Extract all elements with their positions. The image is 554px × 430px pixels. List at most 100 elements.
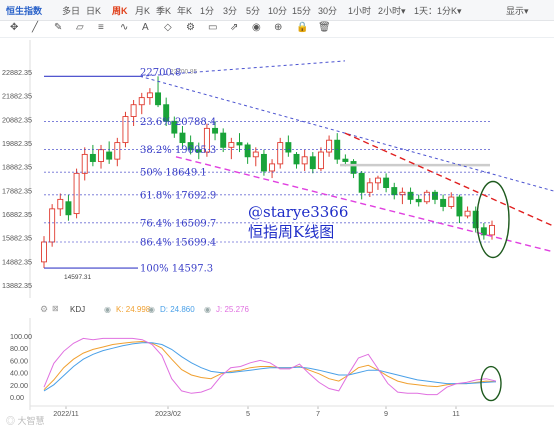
lock-icon[interactable]: 🔒 [296,22,309,33]
eye-icon[interactable]: ◉ [252,22,261,33]
j-value: J: 25.276 [216,305,249,314]
candle-body [155,92,162,106]
kdj-line-k [43,340,497,391]
candle [407,187,414,205]
tab-14[interactable]: 2小时▾ [378,6,406,16]
arrow-icon[interactable]: ⇗ [230,22,239,33]
candle [464,206,471,219]
pen-icon[interactable]: ✎ [54,22,63,33]
tab-12[interactable]: 30分 [318,6,338,16]
tab-2[interactable]: 日K [86,6,102,16]
candle [73,168,80,219]
candle [98,144,104,169]
candle [423,189,430,205]
candle [415,194,422,207]
candlestick-chart[interactable]: 22882.35 21882.35 20882.35 19882.35 18882.35… [0,38,554,300]
candle [187,135,194,155]
d-visibility-icon[interactable]: ◉ [148,305,155,314]
candle-body [464,210,471,217]
shape-icon[interactable]: ◇ [164,22,172,33]
candle-body [301,156,308,165]
x-tick-label: 5 [246,409,250,418]
path-icon[interactable]: ∿ [120,22,129,33]
candle-body [41,241,47,263]
candle [212,121,219,141]
fibonacci-icon[interactable]: ≡ [98,22,104,33]
display-menu[interactable]: 显示▾ [506,6,529,16]
candle-body [448,196,455,207]
kdj-highlight-circle [480,365,502,402]
y-tick-label: 15882.35 [2,234,32,243]
line-icon[interactable]: ╱ [32,22,39,33]
candle-body [326,139,333,153]
tab-1[interactable]: 多日 [62,6,81,16]
period-tab-bar: 恒生指数 多日 日K 周K 月K 季K 年K 1分 3分 5分 10分 15分 30分 1小时 2小时▾ 1天… [0,0,554,21]
kdj-indicator-chart[interactable]: 100.00 80.00 60.00 40.00 20.00 0.00 2022/11 202… [0,318,554,430]
candle [244,142,251,164]
candle [480,223,487,240]
tab-4[interactable]: 月K [135,6,151,16]
indicator-close-icon[interactable]: ⊠ [52,304,59,313]
move-icon[interactable]: ✥ [10,22,19,33]
candle-body [317,151,324,170]
candle [326,135,333,157]
candle-body [285,142,292,153]
candle-body [489,224,495,236]
symbol-name[interactable]: 恒生指数 [6,6,43,16]
fib-label: 50% 18649.1 [140,168,207,179]
candle [236,133,243,153]
tab-10[interactable]: 10分 [268,6,288,16]
y-tick-label: 17882.35 [2,186,32,195]
tab-7[interactable]: 1分 [200,6,215,16]
candle-body [358,172,365,193]
y-tick-label: 21882.35 [2,92,32,101]
candle-body [122,116,129,144]
tab-8[interactable]: 3分 [223,6,238,16]
candle [301,149,308,171]
candle-body [187,142,194,151]
candle-body [293,153,300,165]
candle-body [171,120,178,134]
candle [350,159,357,179]
kdj-y-tick-label: 40.00 [10,369,28,378]
x-tick-label: 2023/02 [155,409,181,418]
ruler-icon[interactable]: ▭ [208,22,218,33]
tab-13[interactable]: 1小时 [348,6,372,16]
tab-11[interactable]: 15分 [292,6,312,16]
candle [195,142,202,160]
candle-body [309,156,316,170]
trend-line-red [344,132,553,227]
candle [130,99,137,127]
kdj-y-tick-label: 60.00 [10,356,28,365]
candle-body [49,208,56,243]
kdj-y-tick-label: 0.00 [10,393,24,402]
tab-9[interactable]: 5分 [246,6,261,16]
candle-body [244,144,251,158]
tab-3[interactable]: 周K [112,6,128,16]
magnet-icon[interactable]: ⊕ [274,22,283,33]
delete-icon[interactable]: 🗑 [318,22,331,33]
tab-6[interactable]: 年K [177,6,193,16]
fib-label: 61.8% 17692.9 [140,190,216,201]
candle [260,149,267,176]
trend-line-magenta [175,156,553,253]
channel-icon[interactable]: ▱ [76,22,84,33]
candle-body [179,132,186,144]
candle-body [350,161,357,174]
candle [220,128,227,153]
candle [163,97,170,127]
tab-15[interactable]: 1天：1分K▾ [414,6,462,16]
candle [285,135,292,157]
candle-body [236,142,243,146]
indicator-name[interactable]: KDJ [70,305,86,314]
tab-5[interactable]: 季K [156,6,172,16]
indicator-settings-icon[interactable]: ⚙ [40,304,49,314]
candle-body [277,142,284,165]
j-visibility-icon[interactable]: ◉ [204,305,211,314]
k-visibility-icon[interactable]: ◉ [104,305,111,314]
candle-body [195,149,202,153]
candle-body [220,132,227,148]
settings-icon[interactable]: ⚙ [186,22,195,33]
text-icon[interactable]: A [142,22,149,33]
candle [399,187,406,205]
